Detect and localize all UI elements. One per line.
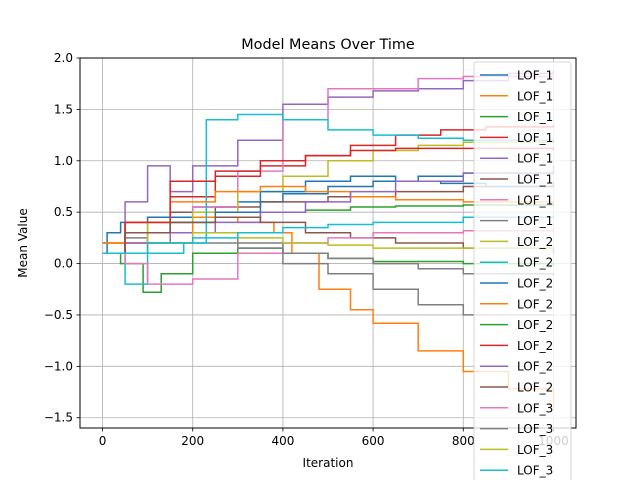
y-tick-label: −0.5 <box>44 308 73 322</box>
legend: LOF_1 LOF_1 LOF_1 LOF_1 LOF_1 LOF_1 LOF_1 LOF_1… <box>473 61 572 480</box>
series-line-5 <box>102 70 555 255</box>
y-tick-label: 1.5 <box>54 102 73 116</box>
legend-label: LOF_3 <box>517 401 553 415</box>
plot-frame <box>79 57 577 429</box>
legend-label: LOF_2 <box>517 277 553 291</box>
legend-label: LOF_1 <box>517 214 553 228</box>
legend-label: LOF_1 <box>517 152 553 166</box>
legend-label: LOF_2 <box>517 297 553 311</box>
y-axis: −1.5 −1.0 −0.5 0.0 0.5 1.0 1.5 2.0 <box>44 51 80 425</box>
x-tick-label: 200 <box>181 434 204 448</box>
y-tick-label: −1.5 <box>44 411 73 425</box>
x-axis-label: Iteration <box>303 456 354 470</box>
x-tick-label: 800 <box>452 434 475 448</box>
y-tick-label: 2.0 <box>54 51 73 65</box>
series-layer <box>102 70 555 410</box>
series-line-16 <box>102 216 555 255</box>
legend-label: LOF_2 <box>517 235 553 249</box>
legend-label: LOF_3 <box>517 464 553 478</box>
legend-label: LOF_1 <box>517 131 553 145</box>
x-tick-label: 600 <box>362 434 385 448</box>
legend-label: LOF_2 <box>517 256 553 270</box>
series-line-20 <box>102 214 555 255</box>
legend-label: LOF_1 <box>517 89 553 103</box>
y-tick-label: −1.0 <box>44 359 73 373</box>
legend-label: LOF_2 <box>517 381 553 395</box>
y-tick-label: 0.0 <box>54 257 73 271</box>
legend-label: LOF_1 <box>517 173 553 187</box>
legend-label: LOF_3 <box>517 443 553 457</box>
legend-label: LOF_2 <box>517 318 553 332</box>
legend-label: LOF_1 <box>517 110 553 124</box>
y-tick-label: 0.5 <box>54 205 73 219</box>
legend-label: LOF_3 <box>517 422 553 436</box>
chart-title: Model Means Over Time <box>241 37 415 53</box>
legend-label: LOF_1 <box>517 193 553 207</box>
y-tick-label: 1.0 <box>54 154 73 168</box>
legend-label: LOF_1 <box>517 69 553 83</box>
y-axis-label: Mean Value <box>16 208 30 277</box>
legend-label: LOF_2 <box>517 360 553 374</box>
legend-box <box>473 61 572 480</box>
x-tick-label: 0 <box>99 434 107 448</box>
legend-label: LOF_2 <box>517 339 553 353</box>
x-tick-label: 400 <box>271 434 294 448</box>
series-line-14 <box>102 147 555 255</box>
